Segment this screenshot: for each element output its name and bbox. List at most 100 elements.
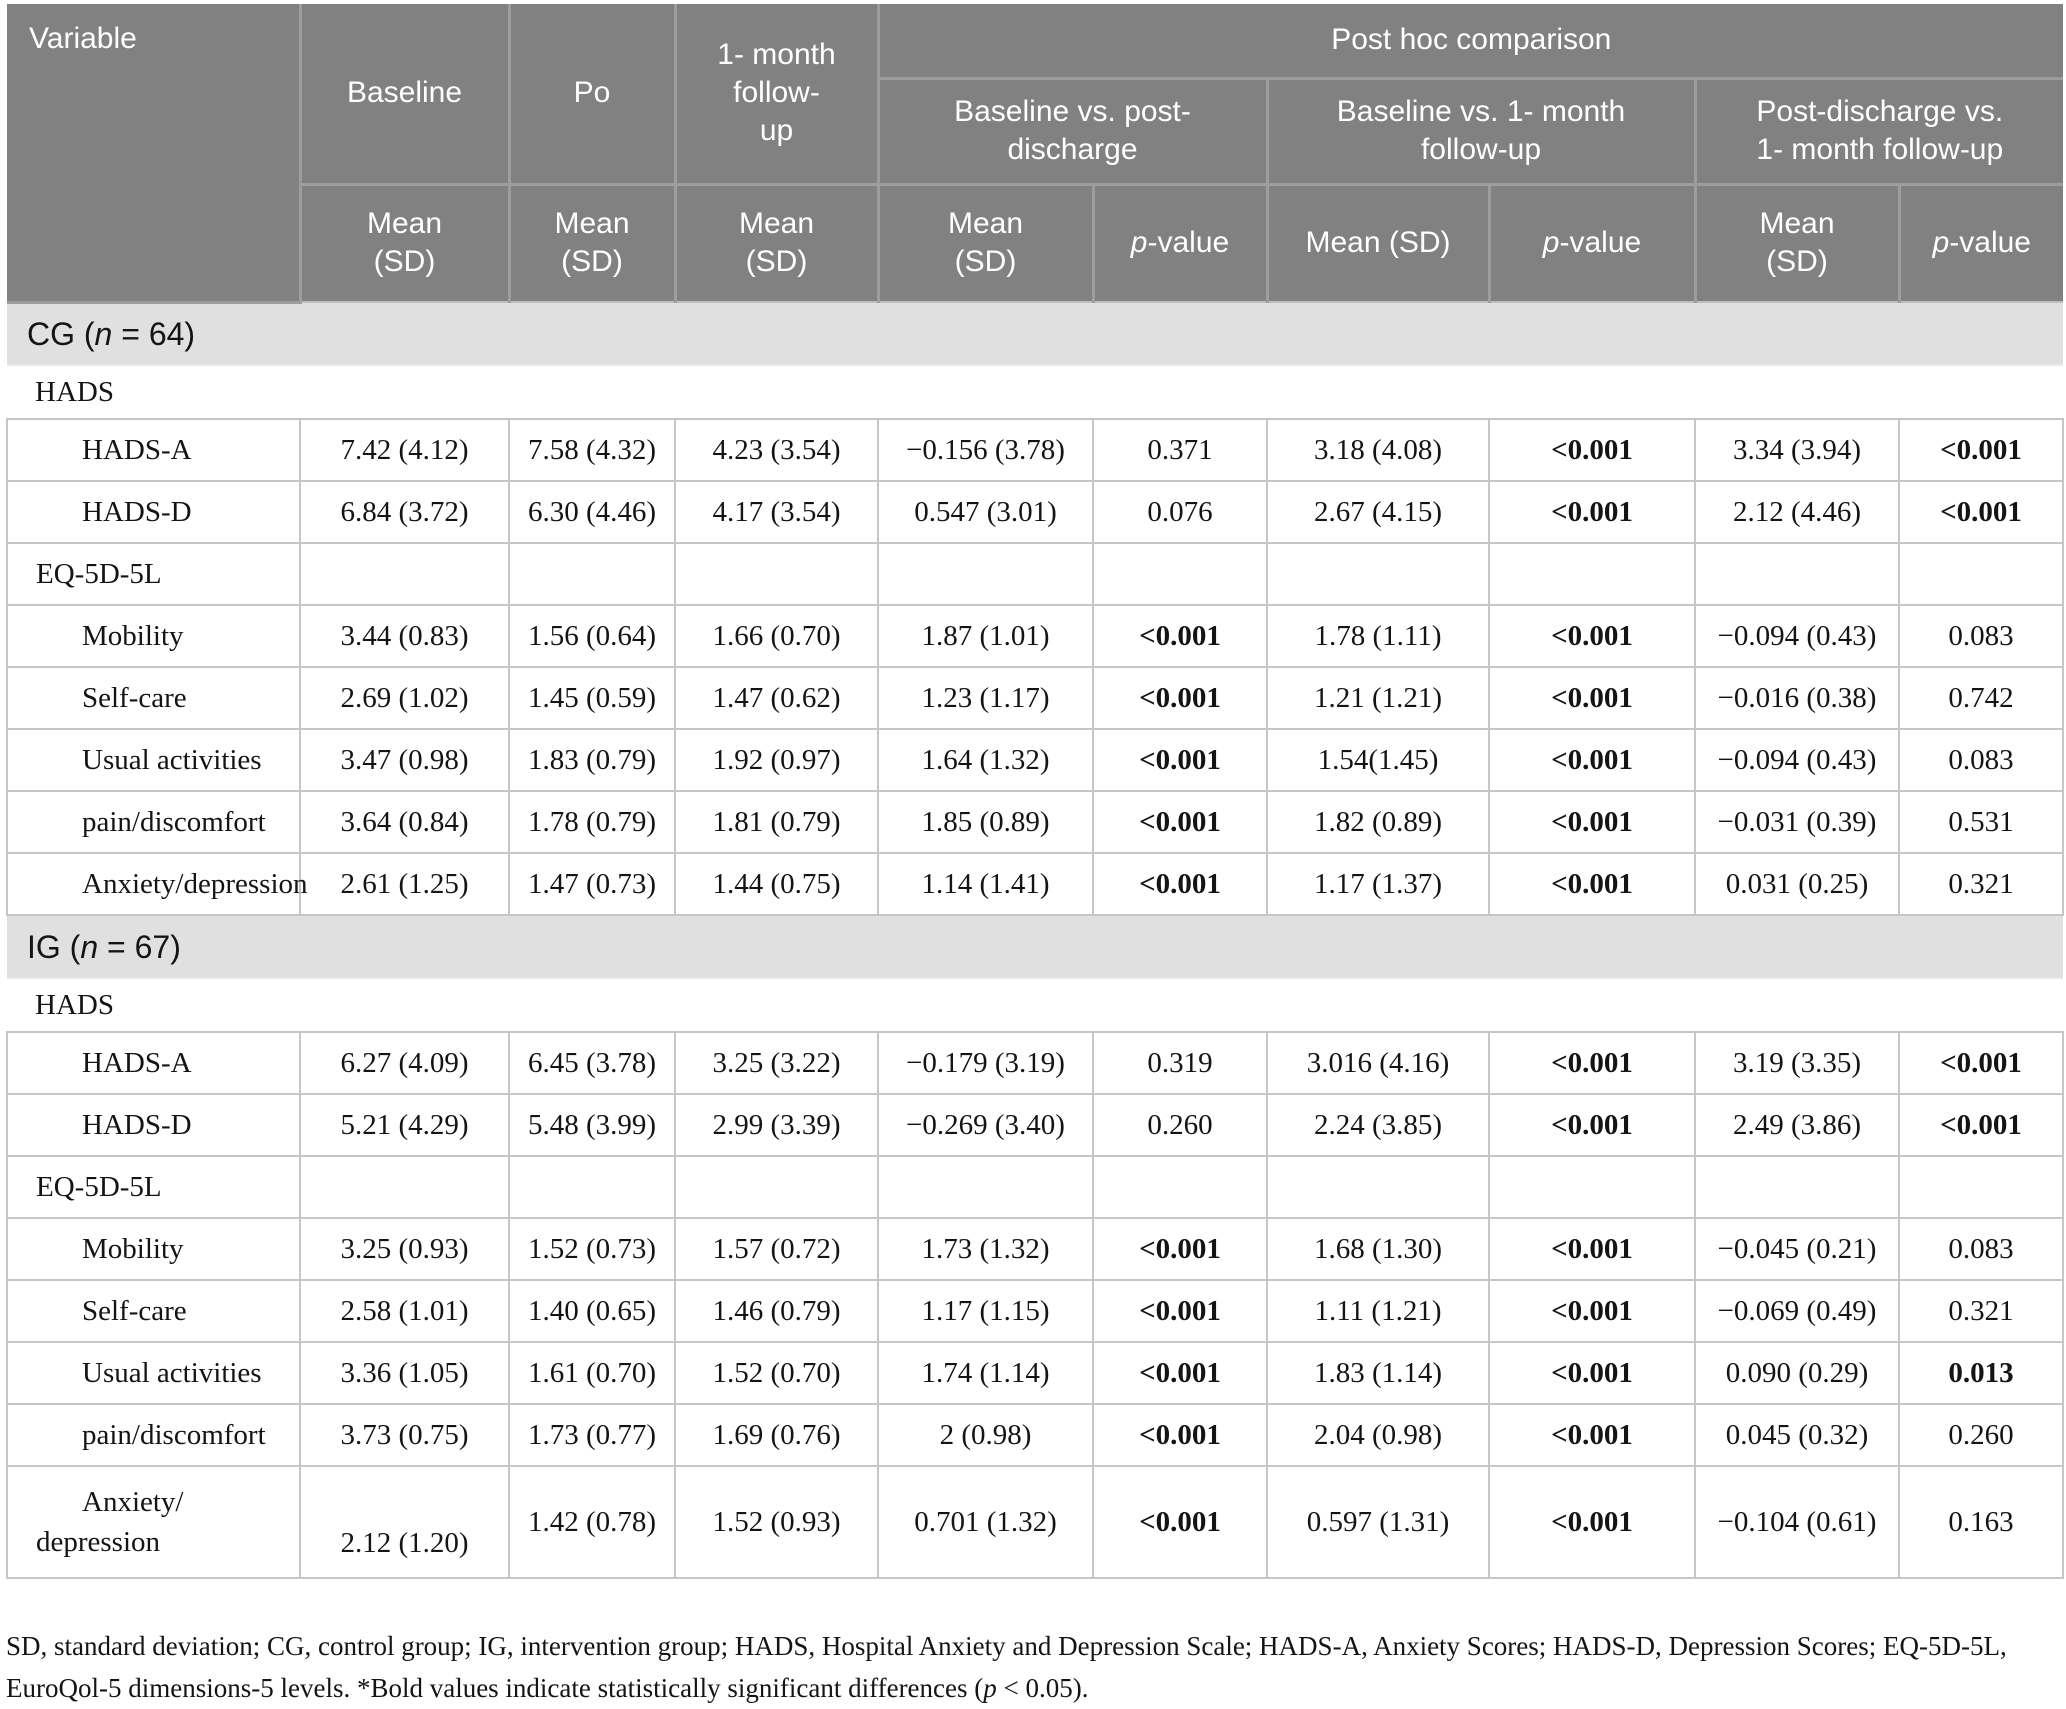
section-band-row: CG (n = 64) bbox=[7, 301, 2064, 366]
data-row: EQ-5D-5L bbox=[6, 1155, 2065, 1219]
table-cell: <0.001 bbox=[1488, 1403, 1696, 1467]
table-cell: 1.82 (0.89) bbox=[1266, 790, 1490, 854]
p-symbol: p bbox=[1130, 226, 1148, 260]
table-cell bbox=[1092, 542, 1268, 606]
table-cell: 1.47 (0.62) bbox=[674, 666, 879, 730]
table-cell: 3.25 (0.93) bbox=[299, 1217, 510, 1281]
table-cell: <0.001 bbox=[1488, 852, 1696, 916]
table-cell: 3.44 (0.83) bbox=[299, 604, 510, 668]
table-cell: −0.069 (0.49) bbox=[1694, 1279, 1900, 1343]
table-cell: <0.001 bbox=[1092, 1341, 1268, 1405]
section-band-label: IG (n = 67) bbox=[7, 914, 2064, 979]
table-cell bbox=[877, 542, 1094, 606]
table-cell: 1.78 (1.11) bbox=[1266, 604, 1490, 668]
table-cell: 1.66 (0.70) bbox=[674, 604, 879, 668]
table-cell: 0.013 bbox=[1897, 1341, 2065, 1405]
row-label: EQ-5D-5L bbox=[6, 542, 301, 606]
data-row: HADS-D 5.21 (4.29) 5.48 (3.99) 2.99 (3.39) −… bbox=[6, 1093, 2065, 1157]
p-value-suffix: -value bbox=[1949, 226, 2031, 260]
table-cell: 0.163 bbox=[1897, 1465, 2065, 1579]
table-cell: −0.104 (0.61) bbox=[1694, 1465, 1900, 1579]
table-cell: 1.11 (1.21) bbox=[1266, 1279, 1490, 1343]
table-cell: −0.179 (3.19) bbox=[877, 1031, 1094, 1095]
table-cell: 3.47 (0.98) bbox=[299, 728, 510, 792]
row-label: HADS-D bbox=[6, 1093, 301, 1157]
data-row: pain/discomfort 3.64 (0.84) 1.78 (0.79) 1.8… bbox=[6, 790, 2065, 854]
table-cell: 2.49 (3.86) bbox=[1694, 1093, 1900, 1157]
table-cell: 3.36 (1.05) bbox=[299, 1341, 510, 1405]
table-cell: <0.001 bbox=[1092, 1217, 1268, 1281]
table-cell: 1.68 (1.30) bbox=[1266, 1217, 1490, 1281]
table-cell: −0.156 (3.78) bbox=[877, 418, 1094, 482]
p-symbol: p bbox=[1932, 226, 1950, 260]
table-cell: 0.597 (1.31) bbox=[1266, 1465, 1490, 1579]
header-row-top: Variable Baseline Po 1- month follow- up… bbox=[7, 4, 2064, 304]
table-cell: 1.57 (0.72) bbox=[674, 1217, 879, 1281]
table-cell: 0.260 bbox=[1897, 1403, 2065, 1467]
row-label: Self-care bbox=[6, 1279, 301, 1343]
p-value-suffix: -value bbox=[1559, 226, 1642, 260]
table-cell bbox=[1488, 1155, 1696, 1219]
table-cell: −0.269 (3.40) bbox=[877, 1093, 1094, 1157]
table-cell: 6.27 (4.09) bbox=[299, 1031, 510, 1095]
col-header-baseline-vs-1month: Baseline vs. 1- month follow-up bbox=[1265, 76, 1697, 186]
table-cell: −0.016 (0.38) bbox=[1694, 666, 1900, 730]
data-row: Mobility 3.44 (0.83) 1.56 (0.64) 1.66 (0.70… bbox=[6, 604, 2065, 668]
table-cell: 1.23 (1.17) bbox=[877, 666, 1094, 730]
table-cell: −0.031 (0.39) bbox=[1694, 790, 1900, 854]
table-cell: 1.47 (0.73) bbox=[508, 852, 676, 916]
col-header-baseline-vs-postdischarge: Baseline vs. post- discharge bbox=[876, 76, 1269, 186]
table-cell: 3.34 (3.94) bbox=[1694, 418, 1900, 482]
data-row: Usual activities 3.47 (0.98) 1.83 (0.79) 1.… bbox=[6, 728, 2065, 792]
scale-subheader-row: HADS bbox=[7, 364, 2064, 420]
table-cell: 1.52 (0.70) bbox=[674, 1341, 879, 1405]
table-cell bbox=[1897, 1155, 2065, 1219]
table-cell bbox=[1488, 542, 1696, 606]
table-cell bbox=[1897, 542, 2065, 606]
table-cell: 0.742 bbox=[1897, 666, 2065, 730]
table-cell: 1.83 (1.14) bbox=[1266, 1341, 1490, 1405]
table-cell: 1.56 (0.64) bbox=[508, 604, 676, 668]
table-cell: <0.001 bbox=[1092, 604, 1268, 668]
table-cell bbox=[299, 1155, 510, 1219]
table-cell: <0.001 bbox=[1488, 418, 1696, 482]
table-cell bbox=[508, 1155, 676, 1219]
data-row: Mobility 3.25 (0.93) 1.52 (0.73) 1.57 (0.72… bbox=[6, 1217, 2065, 1281]
row-label: HADS-A bbox=[6, 418, 301, 482]
table-cell: 0.321 bbox=[1897, 852, 2065, 916]
header-row-groups: Baseline vs. post- discharge Baseline vs… bbox=[7, 76, 2064, 186]
table-cell: <0.001 bbox=[1092, 1403, 1268, 1467]
data-row: Self-care 2.69 (1.02) 1.45 (0.59) 1.47 (0.6… bbox=[6, 666, 2065, 730]
row-label: Usual activities bbox=[6, 1341, 301, 1405]
table-cell: 3.25 (3.22) bbox=[674, 1031, 879, 1095]
table-cell: 1.17 (1.15) bbox=[877, 1279, 1094, 1343]
scale-subheader-label: HADS bbox=[7, 977, 2064, 1033]
table-cell: 3.016 (4.16) bbox=[1266, 1031, 1490, 1095]
table-cell: 1.64 (1.32) bbox=[877, 728, 1094, 792]
col-header-mean-sd-comp2: Mean (SD) bbox=[1265, 182, 1491, 302]
table-cell: 5.48 (3.99) bbox=[508, 1093, 676, 1157]
col-header-po: Po bbox=[507, 4, 677, 186]
table-cell: 1.83 (0.79) bbox=[508, 728, 676, 792]
table-cell: 1.42 (0.78) bbox=[508, 1465, 676, 1579]
row-label: Mobility bbox=[6, 604, 301, 668]
table-cell: 0.076 bbox=[1092, 480, 1268, 544]
data-row: HADS-A 7.42 (4.12) 7.58 (4.32) 4.23 (3.54) −… bbox=[6, 418, 2065, 482]
row-label: Anxiety/ depression bbox=[6, 1465, 301, 1579]
table-cell: 4.23 (3.54) bbox=[674, 418, 879, 482]
row-label: Usual activities bbox=[6, 728, 301, 792]
table-cell: 1.85 (0.89) bbox=[877, 790, 1094, 854]
table-cell: 0.321 bbox=[1897, 1279, 2065, 1343]
col-header-post-hoc-comparison: Post hoc comparison bbox=[876, 4, 2064, 80]
table-cell: 1.61 (0.70) bbox=[508, 1341, 676, 1405]
table-cell: 2.61 (1.25) bbox=[299, 852, 510, 916]
table-cell: 2.24 (3.85) bbox=[1266, 1093, 1490, 1157]
col-header-mean-sd-comp3: Mean (SD) bbox=[1693, 182, 1901, 302]
row-label: pain/discomfort bbox=[6, 790, 301, 854]
data-row: EQ-5D-5L bbox=[6, 542, 2065, 606]
table-cell: 0.083 bbox=[1897, 728, 2065, 792]
table-cell bbox=[1266, 1155, 1490, 1219]
results-table: Variable Baseline Po 1- month follow- up… bbox=[6, 4, 2065, 1579]
col-header-postdischarge-vs-1month: Post-discharge vs. 1- month follow-up bbox=[1693, 76, 2064, 186]
